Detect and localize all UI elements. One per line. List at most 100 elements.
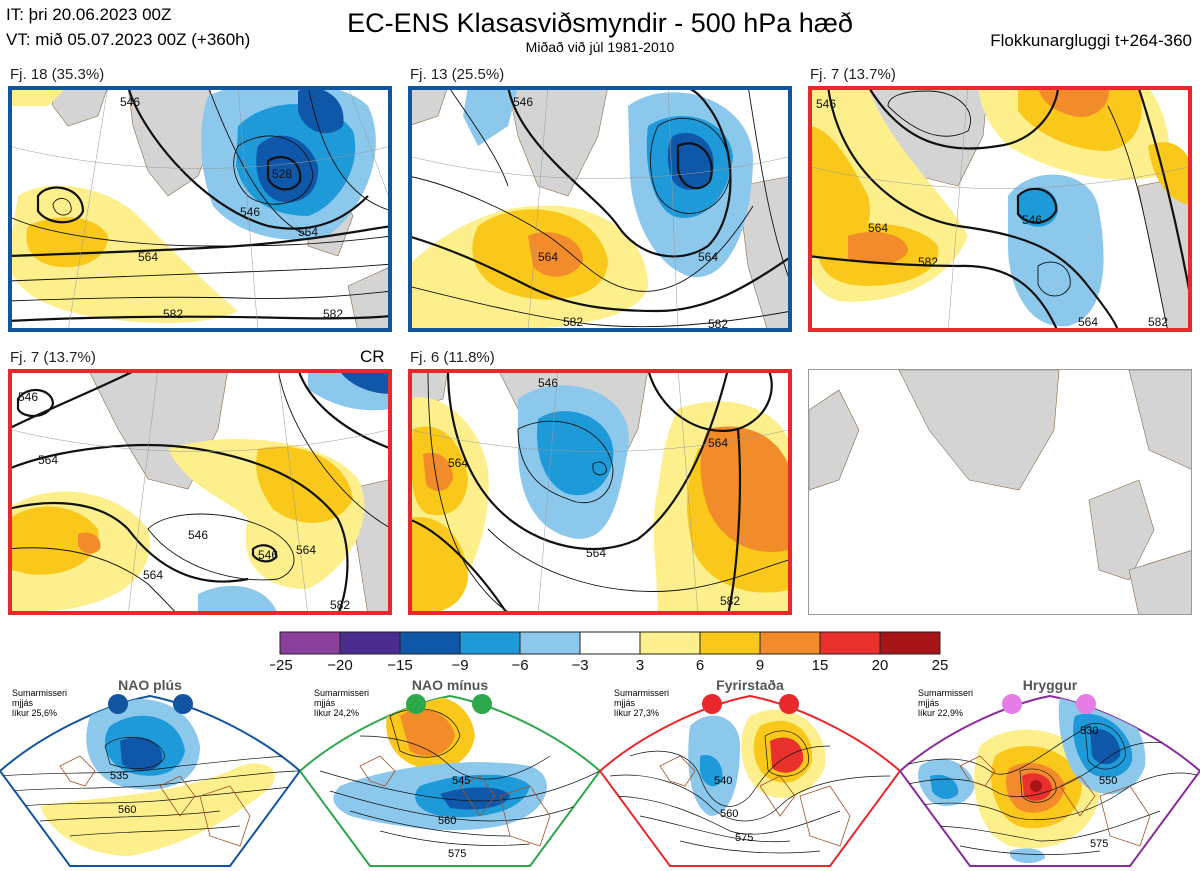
page-title: EC-ENS Klasasviðsmyndir - 500 hPa hæð (347, 8, 853, 38)
anomaly-shading (8, 86, 376, 323)
svg-text:560: 560 (720, 808, 738, 820)
regime-dot (779, 694, 799, 714)
svg-text:mjjás: mjjás (614, 698, 636, 708)
svg-text:líkur 24,2%: líkur 24,2% (314, 708, 359, 718)
panel-5-frame (408, 369, 792, 615)
svg-text:564: 564 (296, 543, 316, 557)
svg-text:Sumarmisseri: Sumarmisseri (614, 688, 669, 698)
svg-text:582: 582 (330, 598, 350, 612)
land-masses (809, 370, 1191, 614)
svg-text:564: 564 (868, 221, 888, 235)
colorbar-segment (879, 631, 941, 655)
colorbar-segment (759, 631, 821, 655)
meridian-grid (808, 86, 1192, 332)
panel-2-frame (408, 86, 792, 332)
svg-text:mjjás: mjjás (918, 698, 940, 708)
svg-text:Sumarmisseri: Sumarmisseri (314, 688, 369, 698)
cluster-map-panel-5: 546 564 564 564 582 (408, 369, 792, 615)
svg-text:564: 564 (698, 250, 718, 264)
svg-text:564: 564 (1078, 315, 1098, 329)
regime-dot (1002, 694, 1022, 714)
colorbar-tick-label: 25 (932, 657, 949, 674)
init-time: IT: þri 20.06.2023 00Z (6, 5, 172, 24)
meridian-grid (408, 86, 792, 332)
svg-text:546: 546 (188, 528, 208, 542)
svg-text:546: 546 (1022, 213, 1042, 227)
svg-text:NAO plús: NAO plús (118, 677, 182, 693)
svg-text:582: 582 (323, 307, 343, 321)
height-contours (8, 86, 392, 323)
colorbar-segment (339, 631, 401, 655)
svg-text:546: 546 (18, 390, 38, 404)
svg-text:546: 546 (120, 95, 140, 109)
svg-text:546: 546 (538, 376, 558, 390)
svg-text:Hryggur: Hryggur (1023, 677, 1078, 693)
svg-text:líkur 22,9%: líkur 22,9% (918, 708, 963, 718)
svg-text:530: 530 (1080, 725, 1098, 737)
svg-text:564: 564 (538, 250, 558, 264)
svg-text:546: 546 (258, 548, 278, 562)
svg-text:546: 546 (513, 95, 533, 109)
colorbar-segment (579, 631, 641, 655)
svg-text:NAO mínus: NAO mínus (412, 677, 488, 693)
height-contours (408, 369, 792, 615)
svg-text:582: 582 (708, 317, 728, 331)
contour-labels: 546 564 546 564 546 564 582 (18, 390, 350, 612)
svg-text:540: 540 (714, 775, 732, 787)
colorbar-tick-label: −6 (511, 657, 528, 674)
panel-5-label: Fj. 6 (11.8%) (410, 349, 495, 366)
regime-nao-minus: NAO mínus Sumarmisseri mjjás líkur 24,2%… (300, 677, 600, 867)
svg-text:546: 546 (816, 97, 836, 111)
panel-2-label: Fj. 13 (25.5%) (410, 66, 505, 83)
panel-3-label: Fj. 7 (13.7%) (810, 66, 896, 83)
svg-text:582: 582 (1148, 315, 1168, 329)
colorbar-tick-label: −20 (327, 657, 352, 674)
regime-dot (472, 694, 492, 714)
anomaly-shading (808, 86, 1192, 327)
height-contours (8, 369, 392, 615)
height-contours (408, 86, 792, 328)
regime-blocking: Fyrirstaða Sumarmisseri mjjás líkur 27,3… (600, 677, 900, 867)
cluster-map-panel-4: 546 564 546 564 546 564 582 (8, 369, 392, 615)
regime-dot (108, 694, 128, 714)
cluster-map-panel-1: 546 528 546 564 564 582 582 (8, 86, 392, 332)
svg-text:564: 564 (298, 225, 318, 239)
colorbar-segment (699, 631, 761, 655)
colorbar-tick-label: 9 (756, 657, 764, 674)
svg-text:575: 575 (1090, 838, 1108, 850)
svg-text:582: 582 (918, 255, 938, 269)
colorbar-tick-label: 3 (636, 657, 644, 674)
svg-text:564: 564 (448, 456, 468, 470)
height-contours (808, 86, 1192, 332)
colorbar-segment (279, 631, 341, 655)
colorbar-segment (399, 631, 461, 655)
panel-4-label: Fj. 7 (13.7%) (10, 349, 96, 366)
panel-4-cr-marker: CR (360, 347, 385, 366)
svg-text:líkur 25,6%: líkur 25,6% (12, 708, 57, 718)
colorbar-segment (639, 631, 701, 655)
svg-text:564: 564 (586, 546, 606, 560)
anomaly-shading (408, 385, 792, 615)
panel-4-frame (8, 369, 392, 615)
panel-1-label: Fj. 18 (35.3%) (10, 66, 105, 83)
svg-text:560: 560 (438, 815, 456, 827)
colorbar-tick-label: −15 (387, 657, 412, 674)
valid-time: VT: mið 05.07.2023 00Z (+360h) (6, 30, 251, 49)
svg-text:545: 545 (452, 775, 470, 787)
climatology-subtitle: Miðað við júl 1981-2010 (525, 39, 675, 55)
contour-labels: 546 564 564 564 582 (448, 376, 740, 608)
regime-dot (1076, 694, 1096, 714)
colorbar-tick-label: 6 (696, 657, 704, 674)
svg-text:546: 546 (240, 205, 260, 219)
svg-text:mjjás: mjjás (314, 698, 336, 708)
svg-text:582: 582 (720, 594, 740, 608)
colorbar-tick-label: −9 (451, 657, 468, 674)
land-masses (408, 86, 792, 332)
panel-3-frame (808, 86, 1192, 332)
empty-map-panel (808, 369, 1192, 615)
svg-text:Sumarmisseri: Sumarmisseri (918, 688, 973, 698)
svg-text:560: 560 (118, 804, 136, 816)
contour-labels: 546 528 546 564 564 582 582 (120, 95, 343, 321)
svg-text:575: 575 (448, 848, 466, 860)
regime-dot (406, 694, 426, 714)
